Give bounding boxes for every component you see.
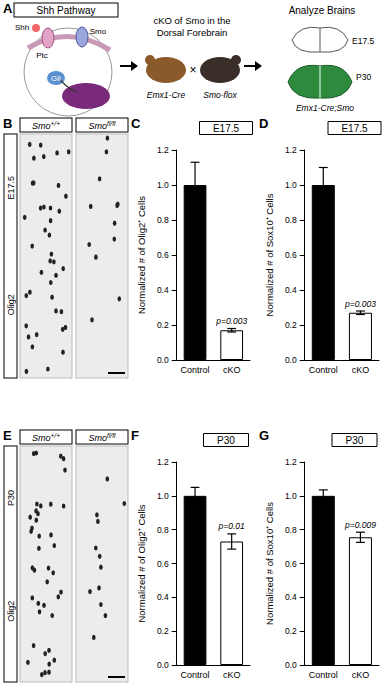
- svg-text:0.8: 0.8: [285, 215, 297, 225]
- svg-text:Analyze Brains: Analyze Brains: [289, 5, 356, 16]
- svg-text:1.2: 1.2: [285, 145, 297, 155]
- svg-text:1.2: 1.2: [157, 457, 169, 467]
- svg-text:0.8: 0.8: [157, 215, 169, 225]
- svg-text:0.6: 0.6: [157, 559, 169, 569]
- svg-text:cKO: cKO: [223, 365, 241, 375]
- svg-text:0.6: 0.6: [157, 250, 169, 260]
- svg-text:0.0: 0.0: [157, 660, 169, 670]
- svg-text:Normalized # of Olig2⁺ Cells: Normalized # of Olig2⁺ Cells: [136, 196, 147, 314]
- svg-text:Emx1-Cre: Emx1-Cre: [147, 90, 186, 100]
- svg-text:0.4: 0.4: [157, 592, 169, 602]
- svg-text:Olig2: Olig2: [6, 294, 16, 315]
- svg-text:E17.5: E17.5: [341, 123, 368, 134]
- svg-text:p=0.003: p=0.003: [344, 299, 376, 309]
- svg-text:cKO of Smo in the: cKO of Smo in the: [153, 15, 230, 26]
- svg-text:Emx1-Cre;Smo: Emx1-Cre;Smo: [296, 103, 354, 113]
- svg-text:0.2: 0.2: [285, 626, 297, 636]
- svg-text:Gli: Gli: [51, 74, 61, 83]
- svg-text:0.8: 0.8: [157, 525, 169, 535]
- svg-text:E: E: [3, 428, 12, 443]
- svg-text:0.0: 0.0: [285, 660, 297, 670]
- svg-text:Control: Control: [181, 670, 210, 680]
- svg-text:E17.5: E17.5: [6, 176, 16, 200]
- svg-text:×: ×: [189, 63, 196, 77]
- svg-text:0.6: 0.6: [285, 559, 297, 569]
- svg-text:P30: P30: [346, 435, 364, 446]
- svg-text:0.8: 0.8: [285, 525, 297, 535]
- svg-text:Dorsal Forebrain: Dorsal Forebrain: [157, 27, 228, 38]
- svg-text:1.0: 1.0: [157, 180, 169, 190]
- svg-text:P30: P30: [6, 490, 16, 506]
- svg-text:0.4: 0.4: [285, 592, 297, 602]
- svg-text:0.0: 0.0: [157, 355, 169, 365]
- svg-text:Control: Control: [309, 670, 338, 680]
- svg-text:p=0.01: p=0.01: [218, 521, 246, 531]
- svg-text:1.2: 1.2: [157, 145, 169, 155]
- svg-text:1.0: 1.0: [157, 491, 169, 501]
- svg-text:Ptc: Ptc: [36, 51, 48, 60]
- svg-text:E17.5: E17.5: [352, 36, 374, 46]
- svg-text:Control: Control: [309, 365, 338, 375]
- svg-text:Smo-flox: Smo-flox: [203, 90, 237, 100]
- svg-text:E17.5: E17.5: [213, 123, 240, 134]
- svg-text:Normalized # of Olig2⁺ Cells: Normalized # of Olig2⁺ Cells: [136, 504, 147, 622]
- svg-text:P30: P30: [356, 72, 371, 82]
- svg-text:1.2: 1.2: [285, 457, 297, 467]
- svg-text:Smo+/+: Smo+/+: [32, 120, 60, 132]
- svg-text:cKO: cKO: [352, 365, 370, 375]
- svg-text:F: F: [131, 428, 139, 443]
- svg-text:cKO: cKO: [223, 670, 241, 680]
- svg-text:0.2: 0.2: [285, 320, 297, 330]
- svg-text:0.0: 0.0: [285, 355, 297, 365]
- svg-text:Smo: Smo: [90, 27, 107, 36]
- svg-text:1.0: 1.0: [285, 491, 297, 501]
- svg-text:G: G: [259, 428, 269, 443]
- svg-text:0.6: 0.6: [285, 250, 297, 260]
- svg-text:Smo+/+: Smo+/+: [32, 432, 60, 444]
- svg-text:0.4: 0.4: [157, 285, 169, 295]
- svg-text:0.2: 0.2: [157, 320, 169, 330]
- svg-text:0.4: 0.4: [285, 285, 297, 295]
- svg-text:B: B: [3, 116, 12, 131]
- svg-text:1.0: 1.0: [285, 180, 297, 190]
- svg-text:Olig2: Olig2: [6, 601, 16, 622]
- svg-text:Normalized # of Sox10⁺ Cells: Normalized # of Sox10⁺ Cells: [264, 193, 275, 316]
- svg-text:D: D: [259, 116, 268, 131]
- svg-text:Smofl/fl: Smofl/fl: [89, 432, 116, 444]
- svg-text:cKO: cKO: [352, 670, 370, 680]
- svg-text:p=0.009: p=0.009: [344, 520, 376, 530]
- svg-text:Control: Control: [181, 365, 210, 375]
- svg-text:p=0.003: p=0.003: [215, 316, 247, 326]
- svg-text:Shh Pathway: Shh Pathway: [37, 5, 96, 16]
- svg-text:A: A: [3, 1, 13, 16]
- svg-text:0.2: 0.2: [157, 626, 169, 636]
- svg-text:Smofl/fl: Smofl/fl: [89, 120, 116, 132]
- svg-text:C: C: [131, 116, 141, 131]
- svg-text:P30: P30: [217, 435, 235, 446]
- svg-text:Shh: Shh: [15, 23, 29, 32]
- svg-text:Normalized # of Sox10⁺ Cells: Normalized # of Sox10⁺ Cells: [264, 502, 275, 625]
